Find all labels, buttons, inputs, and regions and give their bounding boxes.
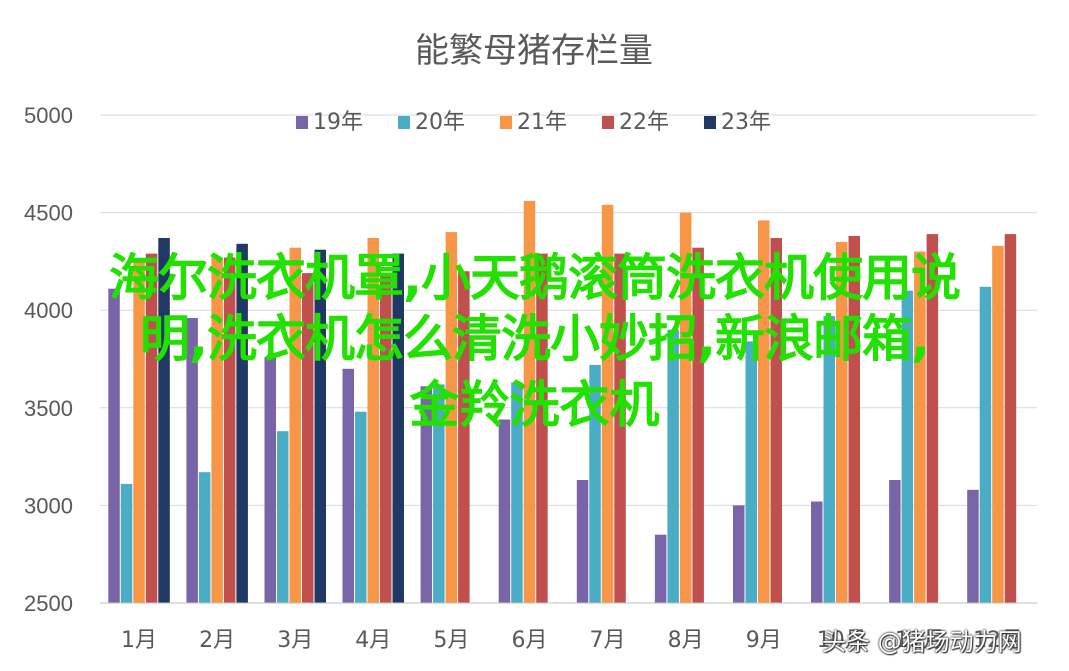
bar-19年-2月 xyxy=(186,318,198,603)
overlay-text-line-1: 海尔洗衣机罩,小天鹅滚筒洗衣机使用说 xyxy=(109,249,961,307)
x-tick-label: 12月 xyxy=(973,628,1023,653)
bar-23年-4月 xyxy=(392,253,404,603)
x-tick-label: 5月 xyxy=(433,628,469,653)
bar-22年-4月 xyxy=(380,273,392,603)
bar-22年-11月 xyxy=(926,234,939,603)
bar-21年-9月 xyxy=(758,220,770,603)
x-tick-label: 6月 xyxy=(511,628,547,653)
legend-label: 23年 xyxy=(721,110,771,135)
bar-21年-2月 xyxy=(211,257,223,603)
bar-22年-2月 xyxy=(223,257,236,603)
bar-22年-10月 xyxy=(848,236,860,603)
bar-19年-3月 xyxy=(264,357,276,603)
bar-21年-4月 xyxy=(367,238,379,603)
bar-20年-2月 xyxy=(198,472,211,603)
y-tick-label: 5000 xyxy=(24,103,73,128)
bar-19年-5月 xyxy=(420,386,433,603)
bar-22年-8月 xyxy=(692,247,704,603)
x-tick-label: 1月 xyxy=(121,628,157,653)
bar-23年-3月 xyxy=(314,249,326,603)
bar-20年-12月 xyxy=(979,286,992,603)
bar-21年-1月 xyxy=(133,259,145,603)
y-tick-label: 4500 xyxy=(24,201,73,226)
x-tick-label: 8月 xyxy=(668,628,704,653)
bar-21年-8月 xyxy=(679,212,692,603)
bar-21年-3月 xyxy=(289,247,301,603)
bar-22年-9月 xyxy=(770,238,782,603)
y-tick-label: 2500 xyxy=(24,591,73,616)
y-tick-label: 3000 xyxy=(24,493,73,518)
bar-22年-7月 xyxy=(614,253,626,603)
bar-20年-10月 xyxy=(823,316,835,603)
bar-19年-6月 xyxy=(498,419,511,603)
bar-21年-6月 xyxy=(523,200,536,603)
bar-20年-8月 xyxy=(667,329,679,603)
y-tick-label: 3500 xyxy=(24,396,73,421)
x-tick-label: 7月 xyxy=(590,628,626,653)
bar-19年-1月 xyxy=(108,288,120,603)
bar-21年-12月 xyxy=(992,245,1004,604)
legend-swatch-23年 xyxy=(704,116,716,129)
legend-label: 19年 xyxy=(313,110,363,135)
x-tick-label: 3月 xyxy=(277,628,313,653)
bar-21年-10月 xyxy=(836,241,848,603)
chart-title: 能繁母猪存栏量 xyxy=(415,31,653,71)
x-tick-label: 9月 xyxy=(746,628,782,653)
bar-22年-12月 xyxy=(1004,234,1017,603)
bar-20年-1月 xyxy=(120,483,133,603)
bar-19年-10月 xyxy=(811,501,823,603)
bar-22年-6月 xyxy=(536,253,548,603)
watermark: 头条 @猪场动力网 xyxy=(822,628,1022,656)
y-tick-label: 4000 xyxy=(24,298,73,323)
bar-20年-11月 xyxy=(901,290,914,603)
bar-22年-1月 xyxy=(145,253,158,603)
bar-22年-5月 xyxy=(458,271,470,603)
bar-20年-4月 xyxy=(355,411,367,603)
x-tick-label: 2月 xyxy=(199,628,235,653)
bar-20年-3月 xyxy=(277,431,289,603)
bar-19年-7月 xyxy=(576,480,589,603)
bar-20年-9月 xyxy=(745,341,757,603)
bar-21年-7月 xyxy=(601,204,614,604)
overlay-text-line-3: 金羚洗衣机 xyxy=(409,376,660,434)
x-tick-label: 11月 xyxy=(895,628,945,653)
legend-swatch-21年 xyxy=(500,116,512,129)
bar-21年-5月 xyxy=(445,232,458,603)
bar-19年-12月 xyxy=(967,489,979,603)
overlay-text-line-2: 明,洗衣机怎么清洗小妙招,新浪邮箱, xyxy=(140,310,930,368)
x-tick-label: 10月 xyxy=(817,628,867,653)
bar-20年-6月 xyxy=(511,382,523,603)
bar-22年-3月 xyxy=(302,273,314,603)
legend-label: 20年 xyxy=(415,110,465,135)
legend-swatch-20年 xyxy=(398,116,410,129)
bar-20年-7月 xyxy=(589,364,601,603)
bar-19年-4月 xyxy=(342,368,354,603)
legend-label: 21年 xyxy=(517,110,567,135)
legend-swatch-22年 xyxy=(602,116,614,129)
x-tick-label: 4月 xyxy=(355,628,391,653)
bar-19年-11月 xyxy=(889,480,901,603)
bar-19年-8月 xyxy=(654,534,667,603)
bar-21年-11月 xyxy=(914,251,926,603)
bar-23年-1月 xyxy=(158,238,170,603)
legend-swatch-19年 xyxy=(296,116,308,129)
bar-20年-5月 xyxy=(433,384,445,603)
bar-19年-9月 xyxy=(733,505,745,603)
legend-label: 22年 xyxy=(619,110,669,135)
bar-23年-2月 xyxy=(236,243,248,604)
